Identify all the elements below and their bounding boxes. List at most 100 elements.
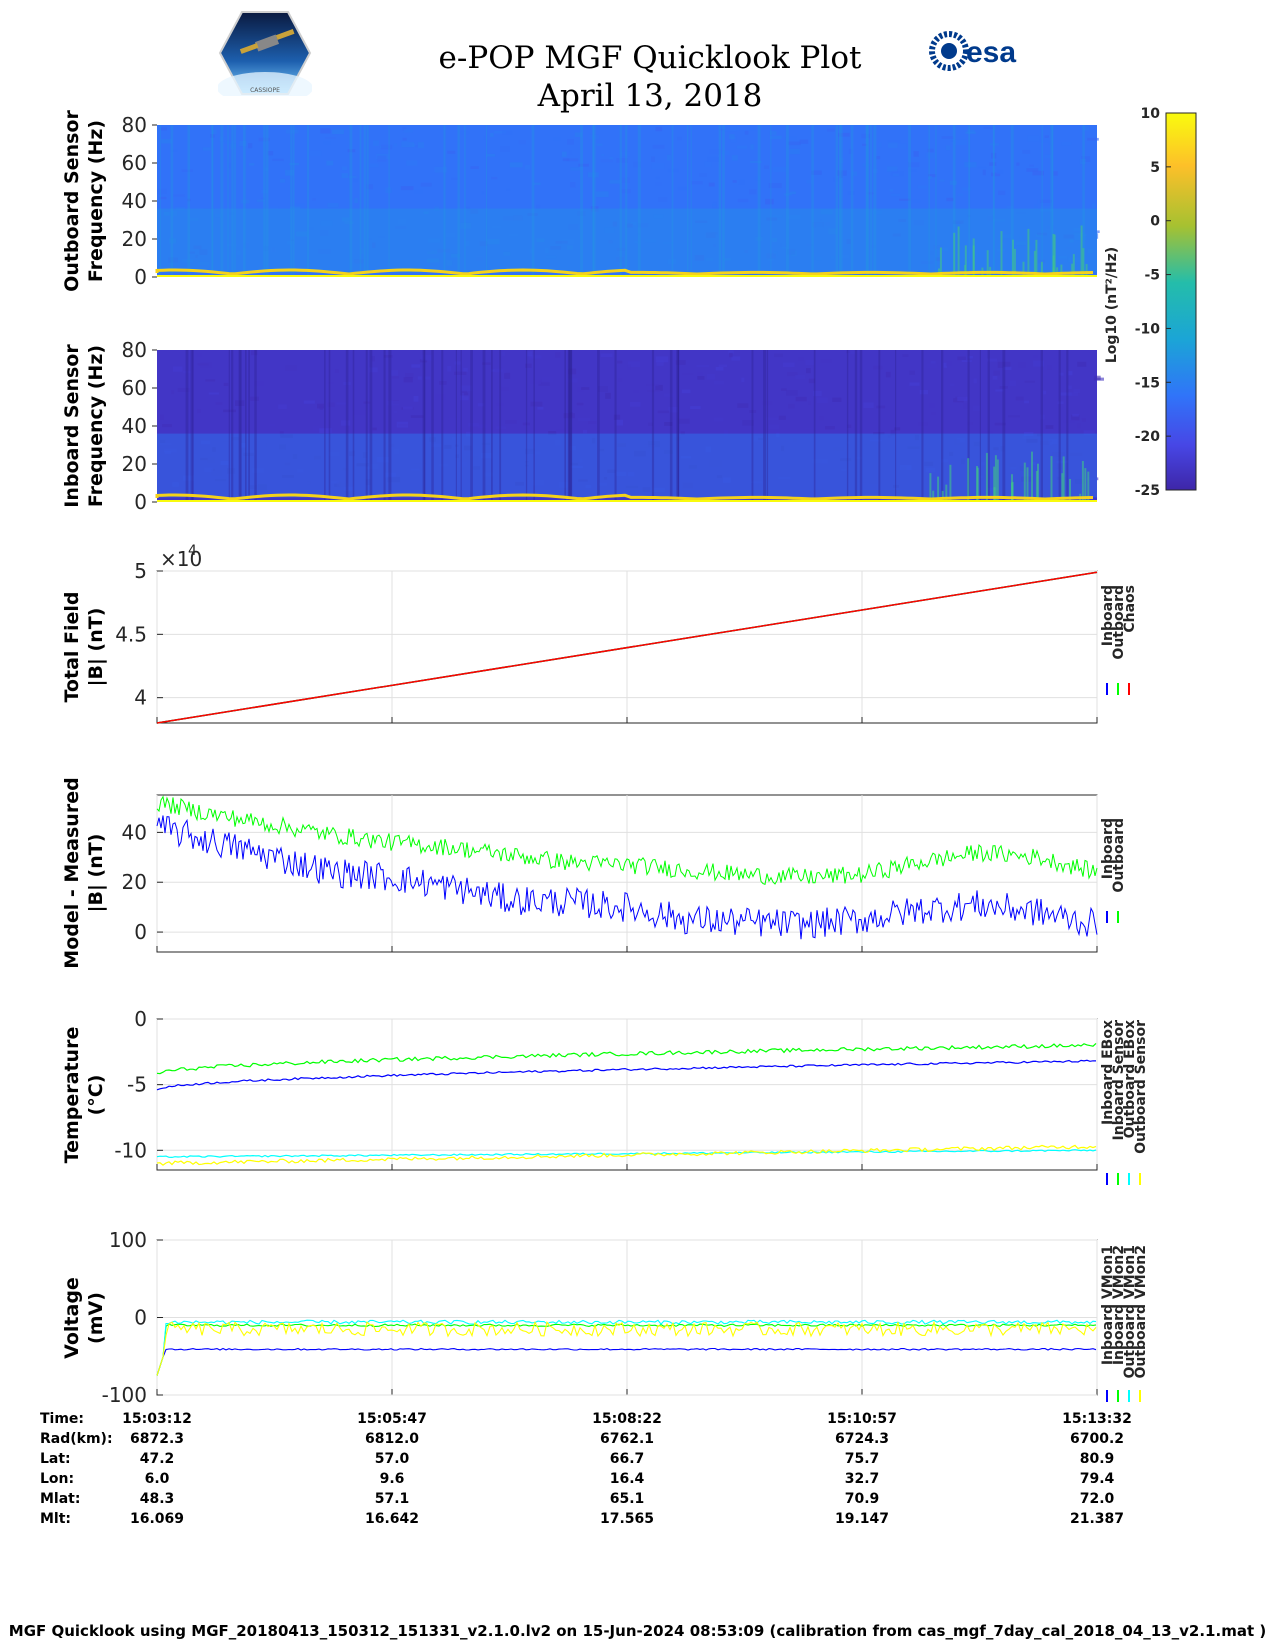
- spectrogram-texture: [706, 373, 716, 380]
- y-axis-label: Voltage: [61, 1277, 83, 1359]
- ephemeris-cell: 80.9: [1079, 1451, 1115, 1467]
- spectrogram-texture: [230, 143, 237, 149]
- spectrogram-texture: [187, 198, 191, 202]
- spectrogram-texture: [977, 474, 988, 479]
- spectrogram-texture: [753, 222, 763, 226]
- spectrogram-texture: [846, 441, 851, 444]
- spectrogram-texture: [1037, 232, 1048, 236]
- spectrogram-texture: [712, 207, 719, 211]
- spectrogram-texture: [876, 156, 881, 160]
- spectrogram-texture: [410, 468, 420, 471]
- spectrogram-texture: [249, 163, 255, 166]
- spectrogram-texture: [352, 410, 366, 416]
- spectrogram-texture: [486, 153, 496, 157]
- spectrogram-texture: [626, 364, 631, 371]
- spectrogram-texture: [994, 422, 1006, 426]
- spectrogram-texture: [429, 227, 438, 234]
- spectrogram-texture: [1052, 452, 1065, 457]
- y-tick-label: 60: [122, 151, 147, 175]
- y-axis-label: Model - Measured: [61, 777, 83, 968]
- spectrogram-texture: [437, 248, 451, 253]
- spectrogram-texture: [211, 468, 215, 471]
- spectrogram-texture: [1072, 413, 1079, 417]
- spectrogram-texture: [821, 459, 828, 464]
- spectrogram-streak: [365, 350, 368, 502]
- legend-entry: Outboard: [1111, 585, 1127, 660]
- spectrogram-texture: [627, 361, 641, 368]
- spectrogram-texture: [840, 254, 850, 258]
- spectrogram-texture: [917, 185, 927, 189]
- spectrogram-texture: [805, 359, 814, 366]
- spectrogram-texture: [581, 387, 590, 390]
- spectrogram-texture: [630, 221, 637, 225]
- ephemeris-cell: 16.4: [609, 1471, 645, 1487]
- spectrogram-texture: [600, 353, 613, 358]
- spectrogram-burst: [953, 232, 956, 277]
- spectrogram-streak: [992, 125, 995, 277]
- spectrogram-texture: [170, 211, 178, 217]
- spectrogram-texture: [417, 142, 424, 148]
- spectrogram-texture: [655, 126, 663, 132]
- spectrogram-texture: [674, 437, 682, 441]
- spectrogram-texture: [248, 143, 253, 149]
- spectrogram-texture: [788, 484, 798, 487]
- spectrogram-texture: [369, 367, 378, 373]
- spectrogram-texture: [1039, 199, 1053, 203]
- spectrogram-texture: [413, 396, 419, 402]
- spectrogram-texture: [889, 189, 893, 192]
- spectrogram-texture: [181, 258, 193, 263]
- spectrogram-texture: [656, 360, 664, 366]
- spectrogram-texture: [965, 369, 969, 374]
- spectrogram-streak: [811, 125, 814, 277]
- ephemeris-cell: 15:05:47: [357, 1411, 427, 1427]
- low-frequency-band: [157, 433, 1097, 498]
- spectrogram-texture: [765, 198, 774, 205]
- spectrogram-texture: [385, 187, 392, 193]
- spectrogram-texture: [320, 128, 331, 134]
- spectrogram-texture: [201, 440, 211, 445]
- spectrogram-burst: [1050, 456, 1053, 502]
- spectrogram-texture: [1040, 206, 1053, 212]
- spectrogram-texture: [750, 144, 754, 150]
- spectrogram-texture: [454, 361, 461, 365]
- spectrogram-burst: [1087, 471, 1090, 502]
- spectrogram-texture: [856, 456, 862, 460]
- spectrogram-texture: [812, 459, 822, 464]
- spectrogram-texture: [828, 228, 837, 235]
- spectrogram-texture: [1027, 135, 1040, 142]
- spectrogram-texture: [893, 484, 900, 488]
- spectrogram-texture: [393, 143, 397, 147]
- spectrogram-texture: [173, 194, 185, 197]
- spectrogram-texture: [235, 400, 245, 406]
- spectrogram-texture: [911, 199, 921, 203]
- spectrogram-burst: [945, 484, 948, 502]
- spectrogram-texture: [483, 135, 487, 140]
- spectrogram-texture: [548, 431, 557, 436]
- spectrogram-texture: [388, 443, 395, 447]
- spectrogram-texture: [891, 193, 900, 197]
- spectrogram-texture: [1040, 414, 1045, 420]
- spectrogram-burst: [1023, 462, 1026, 502]
- spectrogram-burst: [985, 452, 988, 502]
- spectrogram-texture: [648, 441, 660, 448]
- spectrogram-texture: [205, 379, 216, 382]
- spectrogram-texture: [806, 180, 812, 184]
- spectrogram-texture: [783, 362, 795, 368]
- spectral-baseline: [157, 500, 1097, 502]
- y-axis-label: Total Field: [61, 591, 83, 702]
- spectrogram-texture: [341, 420, 351, 426]
- spectrogram-texture: [737, 403, 749, 408]
- spectrogram-texture: [470, 209, 479, 214]
- spectrogram-texture: [616, 471, 627, 476]
- spectrogram-texture: [1016, 162, 1020, 166]
- spectrogram-texture: [279, 444, 286, 450]
- spectrogram-texture: [896, 459, 908, 462]
- spectrogram-texture: [197, 352, 203, 357]
- spectrogram-texture: [1061, 142, 1072, 146]
- spectrogram-texture: [189, 251, 195, 254]
- spectrogram-streak: [499, 350, 502, 502]
- spectrogram-texture: [385, 472, 397, 478]
- spectrogram-texture: [347, 149, 356, 153]
- spectrogram-streak: [637, 125, 641, 277]
- spectrogram-texture: [242, 242, 249, 249]
